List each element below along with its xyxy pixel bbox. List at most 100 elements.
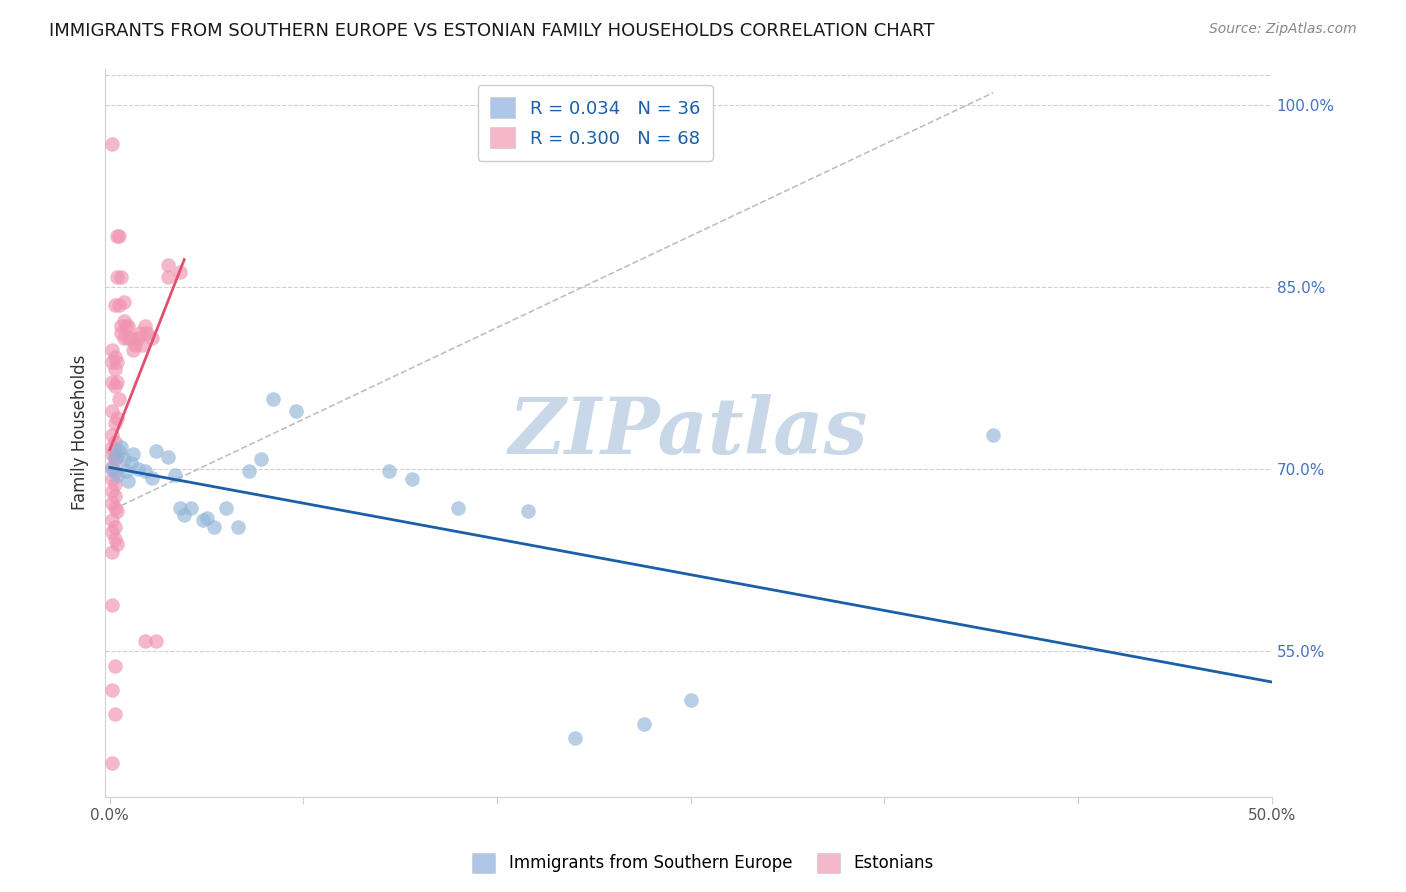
Point <box>633 717 655 731</box>
Point <box>103 443 125 458</box>
Point <box>105 468 128 483</box>
Point <box>101 355 124 369</box>
Point <box>124 338 146 352</box>
Point <box>377 465 399 479</box>
Point <box>103 298 125 312</box>
Point <box>103 658 125 673</box>
Point <box>105 229 128 244</box>
Point <box>101 682 124 697</box>
Point <box>101 525 124 540</box>
Point <box>110 326 132 340</box>
Point <box>679 692 702 706</box>
Point <box>134 634 156 648</box>
Point <box>101 544 124 558</box>
Point <box>108 298 131 312</box>
Point <box>156 450 179 464</box>
Point <box>226 520 249 534</box>
Point <box>108 229 131 244</box>
Point <box>103 500 125 515</box>
Point <box>197 510 219 524</box>
Point <box>127 462 149 476</box>
Point <box>134 318 156 333</box>
Point <box>110 318 132 333</box>
Point <box>101 513 124 527</box>
Point <box>103 435 125 450</box>
Point <box>101 472 124 486</box>
Point <box>447 500 470 515</box>
Point <box>101 343 124 357</box>
Point <box>145 443 167 458</box>
Point <box>127 331 149 345</box>
Text: Source: ZipAtlas.com: Source: ZipAtlas.com <box>1209 22 1357 37</box>
Point <box>401 472 423 486</box>
Point <box>117 331 139 345</box>
Point <box>101 447 124 461</box>
Point <box>284 403 307 417</box>
Point <box>173 508 195 522</box>
Point <box>105 450 128 464</box>
Point <box>129 326 152 340</box>
Point <box>101 459 124 474</box>
Point <box>112 452 135 467</box>
Point <box>156 258 179 272</box>
Legend: Immigrants from Southern Europe, Estonians: Immigrants from Southern Europe, Estonia… <box>465 847 941 880</box>
Point <box>215 500 238 515</box>
Point <box>103 533 125 547</box>
Point <box>191 513 214 527</box>
Point <box>204 520 226 534</box>
Point <box>238 465 260 479</box>
Point <box>115 318 138 333</box>
Point <box>141 331 163 345</box>
Text: ZIPatlas: ZIPatlas <box>509 394 869 471</box>
Point <box>101 440 124 454</box>
Point <box>105 375 128 389</box>
Point <box>122 447 145 461</box>
Point <box>103 452 125 467</box>
Point <box>105 270 128 285</box>
Point <box>103 465 125 479</box>
Point <box>108 443 131 458</box>
Point <box>101 598 124 612</box>
Point <box>103 379 125 393</box>
Point <box>250 452 273 467</box>
Point <box>105 537 128 551</box>
Point <box>101 462 124 476</box>
Point <box>103 489 125 503</box>
Legend: R = 0.034   N = 36, R = 0.300   N = 68: R = 0.034 N = 36, R = 0.300 N = 68 <box>478 85 713 161</box>
Point <box>120 456 142 470</box>
Point <box>564 731 586 746</box>
Y-axis label: Family Households: Family Households <box>72 355 89 510</box>
Point <box>134 465 156 479</box>
Point <box>122 343 145 357</box>
Point <box>108 392 131 406</box>
Point <box>103 520 125 534</box>
Point <box>110 270 132 285</box>
Point <box>103 416 125 430</box>
Point <box>112 331 135 345</box>
Point <box>262 392 284 406</box>
Point <box>103 450 125 464</box>
Point <box>163 468 186 483</box>
Point <box>105 411 128 425</box>
Point <box>141 470 163 484</box>
Point <box>112 314 135 328</box>
Point <box>103 362 125 376</box>
Text: IMMIGRANTS FROM SOUTHERN EUROPE VS ESTONIAN FAMILY HOUSEHOLDS CORRELATION CHART: IMMIGRANTS FROM SOUTHERN EUROPE VS ESTON… <box>49 22 935 40</box>
Point <box>101 375 124 389</box>
Point <box>517 504 540 518</box>
Point <box>169 265 191 279</box>
Point <box>180 500 202 515</box>
Point <box>169 500 191 515</box>
Point <box>145 634 167 648</box>
Point <box>136 326 159 340</box>
Point <box>981 428 1004 442</box>
Point <box>103 707 125 722</box>
Point <box>103 351 125 365</box>
Point <box>101 756 124 770</box>
Point <box>101 496 124 510</box>
Point <box>101 483 124 498</box>
Point <box>101 136 124 151</box>
Point <box>101 428 124 442</box>
Point <box>105 355 128 369</box>
Point <box>103 476 125 491</box>
